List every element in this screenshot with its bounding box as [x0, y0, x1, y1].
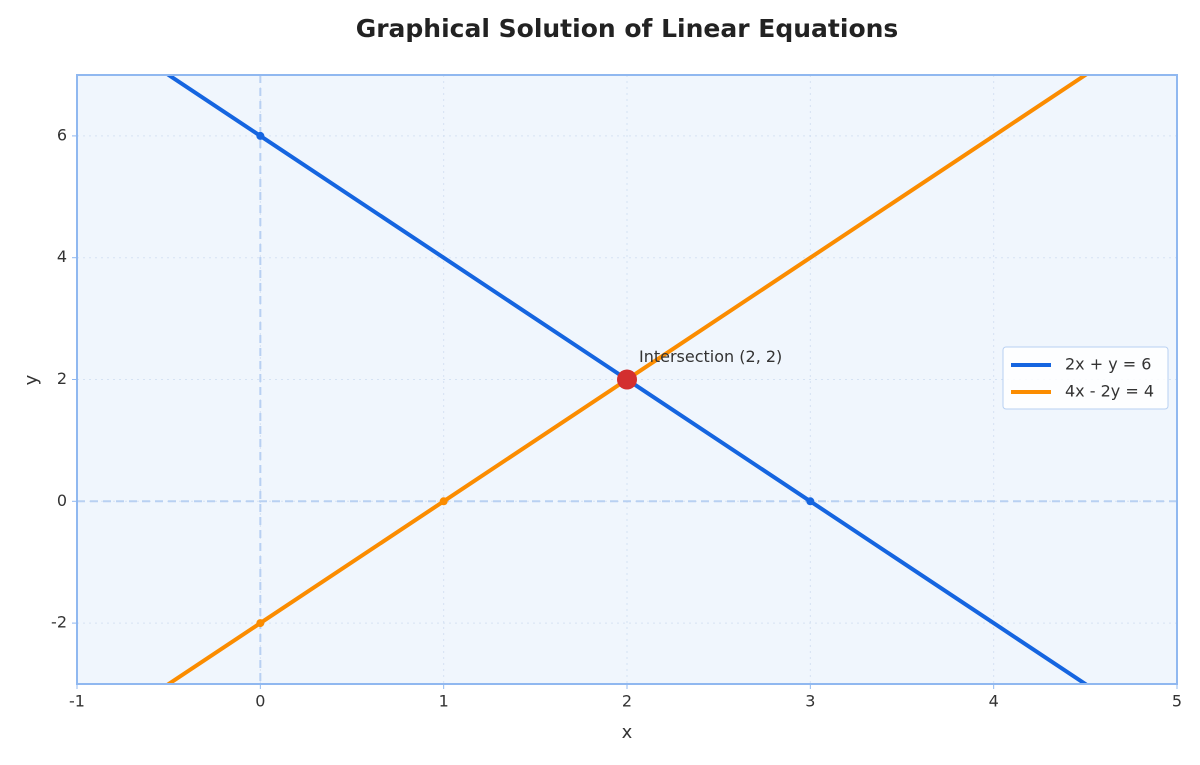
y-axis-label: y — [21, 374, 42, 385]
legend-label: 2x + y = 6 — [1065, 355, 1151, 374]
x-tick-label: 5 — [1172, 692, 1182, 711]
intersection-point — [617, 369, 637, 390]
x-tick-label: 0 — [255, 692, 265, 711]
y-tick-label: 2 — [57, 369, 67, 388]
x-tick-label: 1 — [439, 692, 449, 711]
plot-frame — [76, 74, 1178, 685]
intercept-point — [806, 497, 815, 506]
intercept-point — [256, 131, 265, 140]
x-tick-label: -1 — [69, 692, 85, 711]
y-tick-label: 6 — [57, 125, 67, 144]
x-tick-label: 2 — [622, 692, 632, 711]
chart-title: Graphical Solution of Linear Equations — [356, 14, 899, 43]
y-tick-label: 0 — [57, 491, 67, 510]
x-tick-label: 3 — [805, 692, 815, 711]
plot — [77, 75, 1177, 684]
intercept-point — [439, 497, 448, 506]
legend-label: 4x - 2y = 4 — [1065, 382, 1154, 401]
y-tick-label: -2 — [51, 613, 67, 632]
intercept-point — [256, 619, 265, 628]
intersection-label: Intersection (2, 2) — [639, 347, 782, 366]
y-tick-label: 4 — [57, 247, 67, 266]
x-tick-label: 4 — [989, 692, 999, 711]
x-axis-label: x — [622, 722, 633, 743]
